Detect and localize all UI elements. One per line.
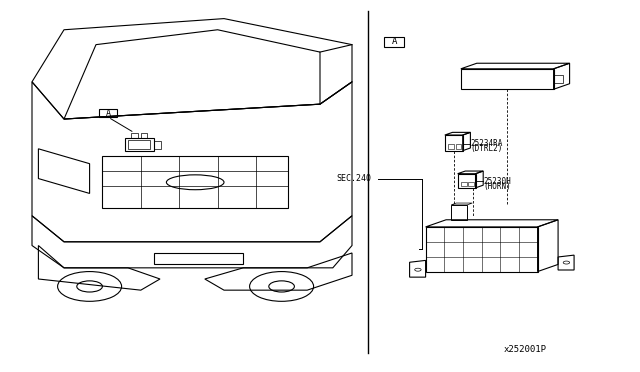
Bar [131, 133, 138, 138]
Bar [141, 133, 147, 138]
Text: x252001P: x252001P [503, 345, 547, 354]
Bar [128, 140, 150, 149]
Bar [456, 144, 461, 149]
Bar [426, 227, 538, 272]
Bar [554, 75, 563, 83]
Bar [448, 144, 454, 149]
Text: (HORN): (HORN) [483, 182, 511, 190]
Bar [461, 69, 554, 89]
Text: (DTRL2): (DTRL2) [470, 144, 503, 153]
Bar [445, 135, 463, 151]
Text: A: A [106, 109, 111, 118]
Bar [125, 138, 154, 151]
Bar [384, 37, 404, 46]
Bar [99, 109, 117, 117]
Bar [461, 182, 467, 186]
Bar [458, 174, 476, 188]
Text: 25230H: 25230H [483, 177, 511, 186]
Text: 25234RA: 25234RA [470, 140, 503, 148]
Text: SEC.240: SEC.240 [336, 174, 371, 183]
Bar [451, 205, 467, 220]
Bar [154, 141, 161, 149]
Bar [468, 182, 474, 186]
Bar [154, 253, 243, 264]
Text: A: A [392, 37, 397, 46]
